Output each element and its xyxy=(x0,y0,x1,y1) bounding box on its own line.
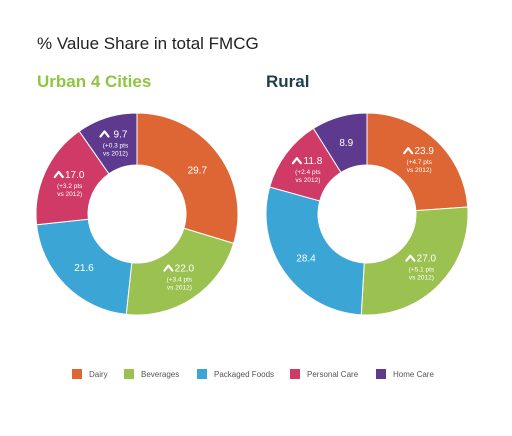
data-label-value: 27.0 xyxy=(417,254,437,265)
slice-dairy xyxy=(366,112,469,212)
data-label-annotation: vs 2012) xyxy=(409,275,434,282)
legend-label: Beverages xyxy=(141,369,180,379)
increase-chevron-icon xyxy=(53,170,64,179)
increase-chevron-icon xyxy=(403,147,414,155)
legend-label: Packaged Foods xyxy=(214,369,275,379)
slice-home-care xyxy=(312,112,368,174)
legend-swatch-personal-care xyxy=(290,369,300,379)
data-label-annotation: (+3.4 pts xyxy=(167,277,193,284)
data-label-value: 17.0 xyxy=(65,170,85,181)
data-label-value: 28.4 xyxy=(296,254,316,265)
data-label-value: 23.9 xyxy=(414,146,434,157)
rural-chart-title: Rural xyxy=(266,72,310,91)
data-label-value: 11.8 xyxy=(304,156,323,167)
legend-item-dairy: Dairy xyxy=(72,369,108,379)
slice-home-care xyxy=(78,112,138,175)
data-label-value: 9.7 xyxy=(114,130,128,141)
legend-swatch-dairy xyxy=(72,369,82,379)
legend-swatch-home-care xyxy=(376,369,386,379)
legend-swatch-packaged-foods xyxy=(197,369,207,379)
data-label-value: 29.7 xyxy=(188,165,208,176)
data-label-annotation: vs 2012) xyxy=(103,151,128,158)
legend-swatch-beverages xyxy=(124,369,134,379)
data-label-value: 22.0 xyxy=(175,264,195,275)
urban-chart-title: Urban 4 Cities xyxy=(37,72,152,91)
legend-item-home-care: Home Care xyxy=(376,369,434,379)
data-label-annotation: vs 2012) xyxy=(167,285,192,292)
legend-item-packaged-foods: Packaged Foods xyxy=(197,369,274,379)
data-label-annotation: (+5.1 pts xyxy=(409,267,435,274)
legend-item-beverages: Beverages xyxy=(124,369,179,379)
increase-chevron-icon xyxy=(291,157,302,165)
data-label-annotation: (+0.3 pts xyxy=(103,143,129,150)
increase-chevron-icon xyxy=(405,254,416,262)
legend-label: Dairy xyxy=(89,369,108,379)
slice-beverages xyxy=(125,227,235,316)
data-label-annotation: (+3.2 pts xyxy=(57,183,83,190)
legend-label: Home Care xyxy=(393,369,434,379)
increase-chevron-icon xyxy=(163,264,174,272)
legend: Dairy Beverages Packaged Foods Personal … xyxy=(0,369,512,383)
data-label-annotation: (+4.7 pts xyxy=(406,159,432,166)
data-label-value: 21.6 xyxy=(74,263,94,274)
data-label-value: 8.9 xyxy=(339,138,353,149)
data-label-annotation: (+2.4 pts xyxy=(295,169,321,176)
legend-item-personal-care: Personal Care xyxy=(290,369,358,379)
page-title: % Value Share in total FMCG xyxy=(37,34,259,53)
data-label-annotation: vs 2012) xyxy=(407,167,432,174)
increase-chevron-icon xyxy=(99,130,110,138)
slice-packaged-foods xyxy=(265,186,365,316)
data-label-annotation: vs 2012) xyxy=(57,191,82,198)
data-label-annotation: vs 2012) xyxy=(295,177,320,184)
slice-dairy xyxy=(136,112,239,245)
slice-packaged-foods xyxy=(36,218,133,315)
legend-label: Personal Care xyxy=(307,369,359,379)
